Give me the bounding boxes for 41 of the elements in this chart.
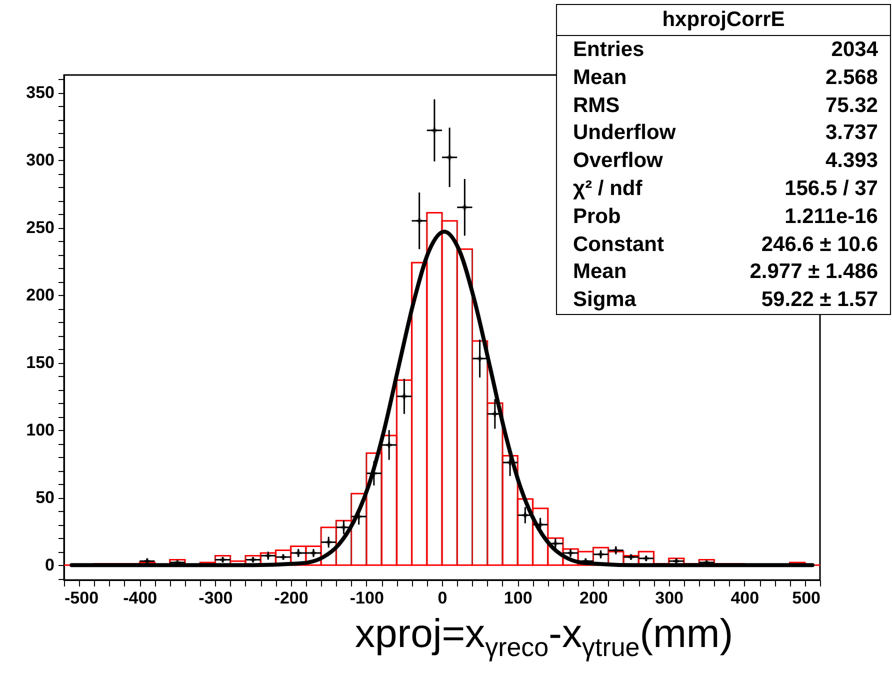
- text: 2034: [831, 38, 878, 61]
- x-tick-label: -400: [123, 588, 158, 608]
- x-tick-label: 400: [730, 588, 760, 608]
- y-tick-label: 300: [26, 150, 54, 170]
- x-tick-label: 100: [504, 588, 532, 608]
- x-tick-label: 300: [655, 588, 684, 608]
- x-tick-label: 0: [438, 588, 448, 608]
- text: 75.32: [825, 94, 878, 117]
- y-tick-label: 0: [45, 556, 54, 575]
- annotation: Prob: [573, 204, 621, 230]
- x-tick-label: -500: [64, 588, 99, 608]
- y-tick-label: 100: [26, 420, 54, 440]
- text: 4.393: [825, 149, 878, 172]
- annotation: 156.5 / 37: [784, 176, 878, 202]
- annotation: Mean: [573, 64, 627, 91]
- annotation: Sigma: [573, 287, 636, 314]
- text: Entries: [573, 38, 644, 61]
- text: 2.568: [825, 66, 878, 89]
- text: hxprojCorrE: [662, 8, 785, 31]
- annotation: 1.211e-16: [784, 204, 878, 230]
- annotation: 59.22 ± 1.57: [761, 287, 878, 314]
- x-tick-label: -200: [274, 588, 308, 608]
- x-tick-label: -100: [350, 588, 384, 608]
- annotation: Constant: [573, 232, 664, 258]
- x-tick-label: -300: [198, 588, 233, 608]
- y-tick-label: 150: [26, 353, 54, 372]
- annotation: 246.6 ± 10.6: [761, 232, 878, 258]
- y-tick-label: 250: [26, 218, 54, 238]
- y-tick-label: 200: [26, 286, 54, 305]
- y-tick-label: 50: [36, 488, 54, 508]
- annotation: χ² / ndf: [573, 176, 642, 202]
- annotation: 2.977 ± 1.486: [750, 259, 878, 286]
- x-tick-label: 200: [580, 588, 608, 608]
- x-tick-label: 500: [792, 588, 820, 608]
- annotation: Mean: [573, 259, 627, 286]
- annotation: Underflow: [573, 120, 676, 146]
- text: 3.737: [825, 121, 878, 144]
- x-axis-title: xproj=x$_{γreco}$-x$_{γtrue}$(mm): [355, 612, 734, 663]
- y-tick-label: 350: [26, 83, 54, 102]
- annotation: Overflow: [573, 148, 663, 174]
- annotation: RMS: [573, 92, 620, 119]
